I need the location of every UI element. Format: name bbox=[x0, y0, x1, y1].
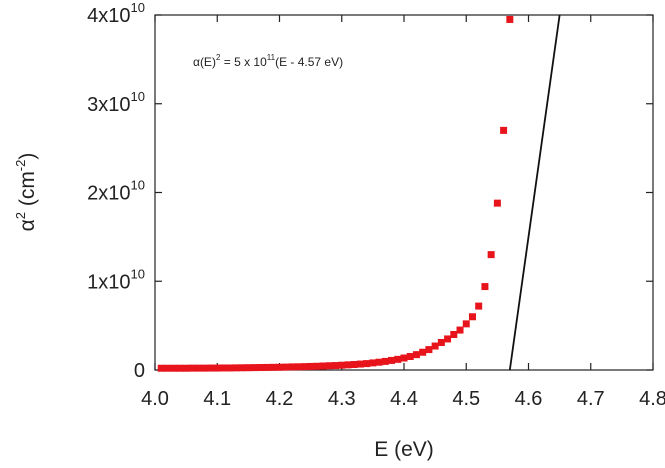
data-point bbox=[276, 363, 283, 371]
data-point bbox=[201, 364, 209, 372]
x-tick-label: 4.3 bbox=[328, 388, 356, 410]
data-point bbox=[356, 360, 364, 368]
data-point bbox=[506, 15, 514, 23]
fit-line bbox=[508, 14, 561, 371]
x-tick-label: 4.8 bbox=[639, 388, 665, 410]
axis-ticks: 4.0 4.1 4.2 4.3 4.4 4.5 4.6 4.7 4.8 0 1x1010 2x1010… bbox=[87, 0, 665, 410]
data-point bbox=[269, 363, 277, 371]
data-point bbox=[487, 251, 495, 259]
y-tick-label: 3x1010 bbox=[87, 89, 145, 116]
y-tick-label: 4x1010 bbox=[87, 0, 145, 27]
y-axis-title: α2 (cm-2) bbox=[13, 153, 39, 232]
data-point bbox=[282, 363, 290, 371]
x-tick-label: 4.4 bbox=[390, 388, 418, 410]
data-point bbox=[188, 364, 196, 372]
data-point bbox=[468, 313, 476, 321]
y-tick-label: 1x1010 bbox=[87, 266, 145, 293]
data-point bbox=[182, 364, 190, 372]
data-point bbox=[263, 363, 271, 371]
data-point bbox=[431, 342, 439, 350]
data-point bbox=[294, 363, 302, 371]
data-points bbox=[157, 15, 514, 372]
data-point bbox=[493, 199, 501, 207]
data-point bbox=[394, 355, 402, 363]
x-tick-label: 4.5 bbox=[452, 388, 480, 410]
data-point bbox=[350, 360, 358, 368]
data-point bbox=[481, 283, 489, 291]
data-point bbox=[375, 358, 383, 366]
data-point bbox=[425, 346, 433, 354]
data-point bbox=[251, 364, 259, 372]
data-point bbox=[338, 361, 346, 369]
data-point bbox=[406, 353, 414, 361]
data-point bbox=[300, 363, 308, 371]
data-point bbox=[369, 359, 377, 367]
annotation-text: α(E)2 = 5 x 1011(E - 4.57 eV) bbox=[193, 53, 343, 69]
x-tick-label: 4.7 bbox=[577, 388, 605, 410]
data-point bbox=[238, 364, 246, 372]
data-point bbox=[219, 364, 227, 372]
data-point bbox=[388, 356, 396, 364]
data-point bbox=[157, 364, 165, 372]
data-point bbox=[163, 364, 171, 372]
data-point bbox=[456, 326, 464, 334]
data-point bbox=[319, 362, 327, 370]
x-tick-label: 4.2 bbox=[266, 388, 294, 410]
data-point bbox=[307, 362, 315, 370]
data-point bbox=[213, 364, 221, 372]
data-point bbox=[462, 320, 470, 328]
data-point bbox=[288, 363, 296, 371]
data-point bbox=[207, 364, 215, 372]
data-point bbox=[475, 302, 483, 310]
data-point bbox=[450, 331, 458, 338]
data-point bbox=[381, 357, 389, 365]
data-point bbox=[226, 364, 234, 372]
data-point bbox=[500, 126, 508, 134]
x-axis-title: E (eV) bbox=[374, 438, 434, 461]
data-point bbox=[332, 362, 340, 370]
x-tick-label: 4.0 bbox=[141, 388, 169, 410]
data-point bbox=[419, 348, 427, 356]
data-point bbox=[195, 364, 203, 372]
y-tick-label: 0 bbox=[134, 360, 145, 382]
x-tick-label: 4.6 bbox=[515, 388, 543, 410]
data-point bbox=[437, 338, 445, 346]
x-tick-label: 4.1 bbox=[203, 388, 231, 410]
data-point bbox=[232, 364, 240, 372]
data-point bbox=[344, 361, 352, 369]
data-point bbox=[325, 362, 333, 370]
y-tick-label: 2x1010 bbox=[87, 178, 145, 205]
data-point bbox=[412, 351, 420, 359]
data-point bbox=[257, 364, 265, 372]
data-point bbox=[400, 354, 408, 362]
data-point bbox=[170, 364, 178, 372]
data-point bbox=[363, 360, 371, 368]
data-point bbox=[176, 364, 184, 372]
data-point bbox=[444, 335, 452, 343]
data-point bbox=[244, 364, 252, 372]
data-point bbox=[313, 362, 321, 370]
